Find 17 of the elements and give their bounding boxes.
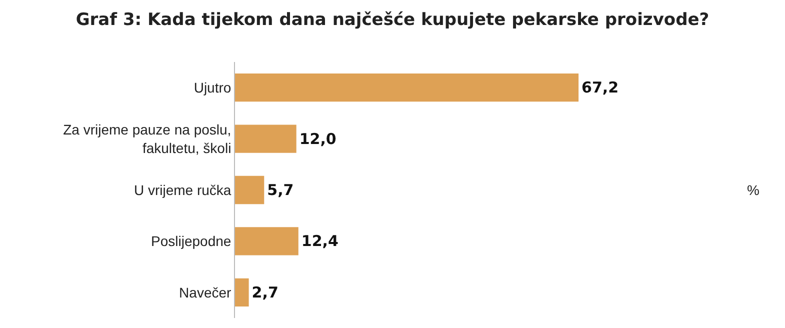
data-label: 12,0 bbox=[299, 130, 336, 148]
chart-title: Graf 3: Kada tijekom dana najčešće kupujete pekarske proizvode? bbox=[76, 10, 710, 30]
bar bbox=[235, 176, 264, 204]
bar bbox=[235, 124, 296, 153]
y-tick-label: U vrijeme ručka bbox=[134, 182, 232, 198]
data-label: 12,4 bbox=[301, 232, 338, 250]
bar bbox=[235, 74, 579, 102]
data-label: 67,2 bbox=[582, 78, 619, 97]
data-label: 5,7 bbox=[267, 181, 294, 199]
y-tick-label: Poslijepodne bbox=[151, 233, 232, 250]
text: % bbox=[747, 182, 760, 198]
y-tick-label: Za vrijeme pauze na poslu, fakultetu, školi bbox=[63, 122, 232, 156]
data-label: 2,7 bbox=[252, 283, 278, 302]
bar bbox=[235, 278, 249, 306]
y-tick-label: Ujutro bbox=[194, 80, 232, 96]
bar bbox=[235, 227, 298, 256]
y-tick-label: Navečer bbox=[179, 284, 232, 300]
